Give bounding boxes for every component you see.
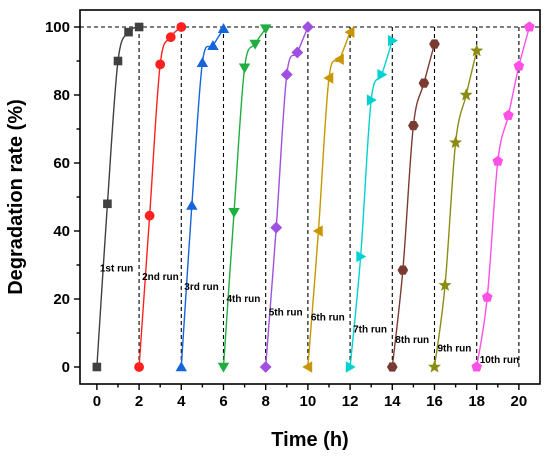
run-label-8: 8th run [395, 335, 429, 346]
data-point-run-8-4 [418, 78, 430, 88]
data-point-run-5-4 [291, 46, 304, 59]
data-point-run-1-4 [124, 27, 133, 37]
data-point-run-1-5 [134, 22, 144, 32]
x-axis-title: Time (h) [271, 429, 348, 451]
series-line-run-8 [391, 43, 436, 368]
data-point-run-5-2 [270, 221, 283, 234]
x-tick-label-18: 18 [468, 393, 485, 410]
data-point-run-10-4 [503, 109, 514, 120]
data-point-run-9-1 [428, 360, 441, 373]
series-line-run-2 [138, 26, 182, 368]
x-tick-label-6: 6 [219, 393, 227, 410]
data-point-run-3-3 [196, 57, 209, 67]
run-label-7: 7th run [353, 325, 387, 336]
data-point-run-10-3 [492, 155, 504, 166]
y-tick-label-60: 60 [53, 155, 70, 172]
data-point-run-8-1 [386, 362, 398, 372]
x-tick-label-2: 2 [135, 393, 143, 410]
series-line-run-3 [180, 28, 225, 368]
data-point-run-6-2 [312, 225, 323, 237]
data-point-run-7-3 [366, 94, 377, 106]
series-line-run-4 [222, 28, 267, 368]
data-point-run-2-3 [155, 59, 166, 70]
y-tick-label-20: 20 [53, 291, 70, 308]
data-point-run-1-3 [113, 56, 123, 66]
y-tick-label-80: 80 [53, 87, 70, 104]
run-label-5: 5th run [269, 308, 303, 319]
y-tick-label-40: 40 [53, 223, 70, 240]
data-point-run-8-3 [408, 120, 419, 131]
data-point-run-4-5 [259, 24, 272, 35]
data-point-run-9-2 [438, 278, 452, 291]
data-point-run-2-4 [165, 32, 176, 43]
data-point-run-5-5 [301, 21, 314, 33]
data-point-run-4-4 [249, 39, 261, 50]
y-tick-label-100: 100 [45, 19, 70, 36]
run-label-4: 4th run [226, 294, 260, 305]
run-label-2: 2nd run [142, 272, 179, 283]
x-tick-label-14: 14 [384, 393, 401, 410]
data-point-run-10-2 [481, 291, 493, 302]
x-tick-label-10: 10 [300, 393, 317, 410]
x-tick-label-16: 16 [426, 393, 443, 410]
x-tick-label-12: 12 [342, 393, 359, 410]
data-point-run-3-1 [175, 361, 187, 372]
data-point-run-4-3 [238, 63, 251, 74]
run-boundary-lines [80, 26, 540, 367]
data-point-run-9-5 [470, 43, 484, 57]
x-tick-label-8: 8 [262, 393, 270, 410]
x-tick-label-0: 0 [93, 393, 101, 410]
data-point-run-6-3 [323, 72, 334, 84]
data-point-run-2-2 [144, 210, 155, 221]
data-point-run-3-4 [207, 40, 219, 51]
data-point-run-8-5 [429, 39, 440, 49]
x-tick-label-4: 4 [177, 393, 186, 410]
axis-ticks: 0 2 4 6 8 10 12 14 16 18 20 0 20 40 60 80 100 [45, 19, 527, 410]
y-tick-label-0: 0 [62, 359, 70, 376]
series-line-run-1 [96, 26, 140, 368]
run-label-3: 3rd run [184, 282, 218, 293]
data-point-run-3-5 [217, 23, 230, 34]
data-point-run-10-5 [513, 60, 525, 71]
y-axis-title: Degradation rate (%) [5, 99, 27, 295]
data-point-run-2-1 [134, 362, 144, 372]
data-point-run-2-5 [176, 22, 187, 32]
data-point-run-5-3 [280, 68, 293, 81]
x-tick-label-20: 20 [511, 393, 528, 410]
run-label-6: 6th run [311, 313, 345, 324]
data-point-run-6-1 [302, 361, 313, 373]
series-line-run-9 [433, 50, 478, 368]
run-label-1: 1st run [100, 263, 133, 274]
data-point-run-7-1 [345, 361, 356, 373]
data-point-run-4-2 [228, 208, 240, 218]
data-point-run-7-4 [377, 68, 388, 81]
data-point-run-10-6 [524, 21, 535, 32]
data-point-run-1-1 [92, 362, 102, 372]
run-label-10: 10th run [480, 355, 519, 366]
series-markers [92, 21, 535, 373]
data-point-run-7-5 [387, 34, 398, 47]
data-point-run-3-2 [186, 199, 198, 210]
data-point-run-6-4 [333, 53, 344, 66]
data-point-run-1-2 [103, 199, 112, 209]
series-line-run-7 [349, 40, 393, 368]
data-point-run-5-1 [259, 361, 272, 373]
run-label-9: 9th run [437, 343, 471, 354]
data-point-run-8-2 [397, 265, 409, 275]
data-point-run-9-4 [459, 88, 473, 101]
data-point-run-10-1 [471, 361, 482, 372]
plot-frame [79, 9, 541, 385]
run-labels: 1st run 2nd run 3rd run 4th run 5th run 6th r… [100, 263, 519, 366]
data-point-run-6-5 [344, 26, 355, 38]
data-point-run-7-2 [356, 250, 367, 263]
data-point-run-4-1 [217, 362, 230, 373]
data-point-run-9-3 [449, 135, 463, 149]
series-line-run-10 [476, 26, 531, 368]
